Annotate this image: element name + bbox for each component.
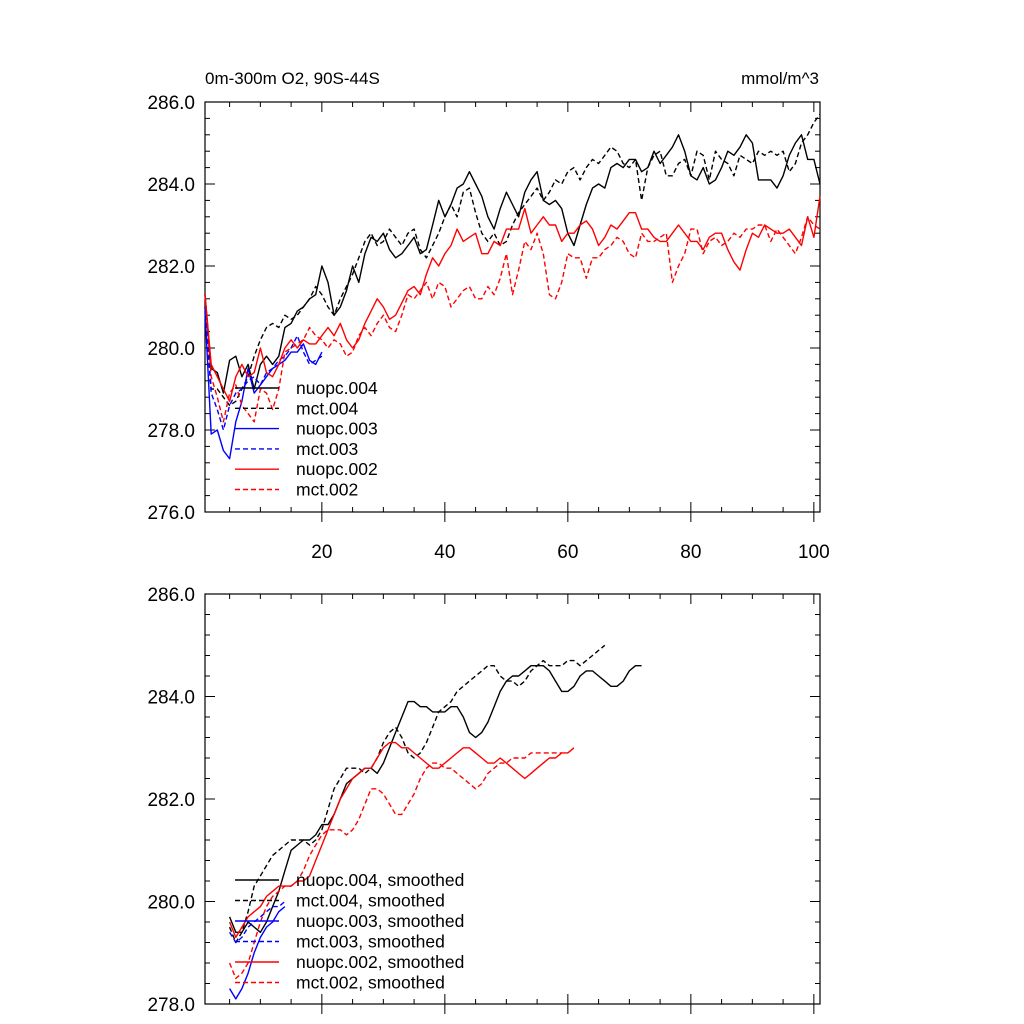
y-tick-label: 282.0 xyxy=(147,790,195,811)
legend-label: nuopc.002 xyxy=(296,459,378,479)
x-tick-label: 80 xyxy=(680,542,701,563)
chart-title-left: 0m-300m O2, 90S-44S xyxy=(205,69,380,88)
panel-top: 0m-300m O2, 90S-44S mmol/m^3 276.0 278.0 2… xyxy=(147,69,829,563)
legend-label: mct.004 xyxy=(296,398,359,418)
series-line-nuopc-002-smoothed xyxy=(228,741,575,939)
x-tick-label: 40 xyxy=(434,542,455,563)
series-line-mct-003 xyxy=(204,306,323,431)
y-tick-label: 276.0 xyxy=(147,503,195,524)
y-tick-label: 284.0 xyxy=(147,175,195,196)
y-tick-label: 280.0 xyxy=(147,339,195,360)
series-line-nuopc-004-smoothed xyxy=(228,665,642,933)
legend-label: mct.002 xyxy=(296,480,358,500)
y-tick-label: 284.0 xyxy=(147,688,195,709)
legend-label: nuopc.002, smoothed xyxy=(296,952,464,972)
series-line-mct-004 xyxy=(204,113,821,407)
legend-label: nuopc.004 xyxy=(296,378,378,398)
legend-label: mct.003, smoothed xyxy=(296,932,445,952)
y-tick-label: 280.0 xyxy=(147,893,195,914)
x-tick-label: 100 xyxy=(798,542,830,563)
legend-label: mct.002, smoothed xyxy=(296,973,445,993)
series-line-nuopc-003 xyxy=(204,311,323,460)
panel-bottom: 278.0 280.0 282.0 284.0 286.0 nuopc.004, smo… xyxy=(147,585,821,1016)
y-tick-label: 286.0 xyxy=(147,585,195,606)
series-line-mct-002 xyxy=(204,216,821,423)
x-tick-label: 20 xyxy=(311,542,332,563)
chart-title-right: mmol/m^3 xyxy=(741,69,819,88)
x-tick-label: 60 xyxy=(557,542,578,563)
legend-label: nuopc.003 xyxy=(296,419,378,439)
legend-label: mct.003 xyxy=(296,439,358,459)
y-tick-label: 278.0 xyxy=(147,421,195,442)
legend-label: nuopc.003, smoothed xyxy=(296,911,464,931)
series-line-nuopc-002 xyxy=(204,196,821,402)
legend-label: mct.004, smoothed xyxy=(296,891,445,911)
y-tick-label: 282.0 xyxy=(147,257,195,278)
series-line-mct-002-smoothed xyxy=(228,752,562,980)
legend-label: nuopc.004, smoothed xyxy=(296,870,464,890)
series-line-mct-003-smoothed xyxy=(229,900,286,944)
series-line-nuopc-004 xyxy=(204,134,821,394)
y-tick-label: 278.0 xyxy=(147,995,195,1016)
y-tick-label: 286.0 xyxy=(147,93,195,114)
series-line-nuopc-003-smoothed xyxy=(229,906,286,1000)
